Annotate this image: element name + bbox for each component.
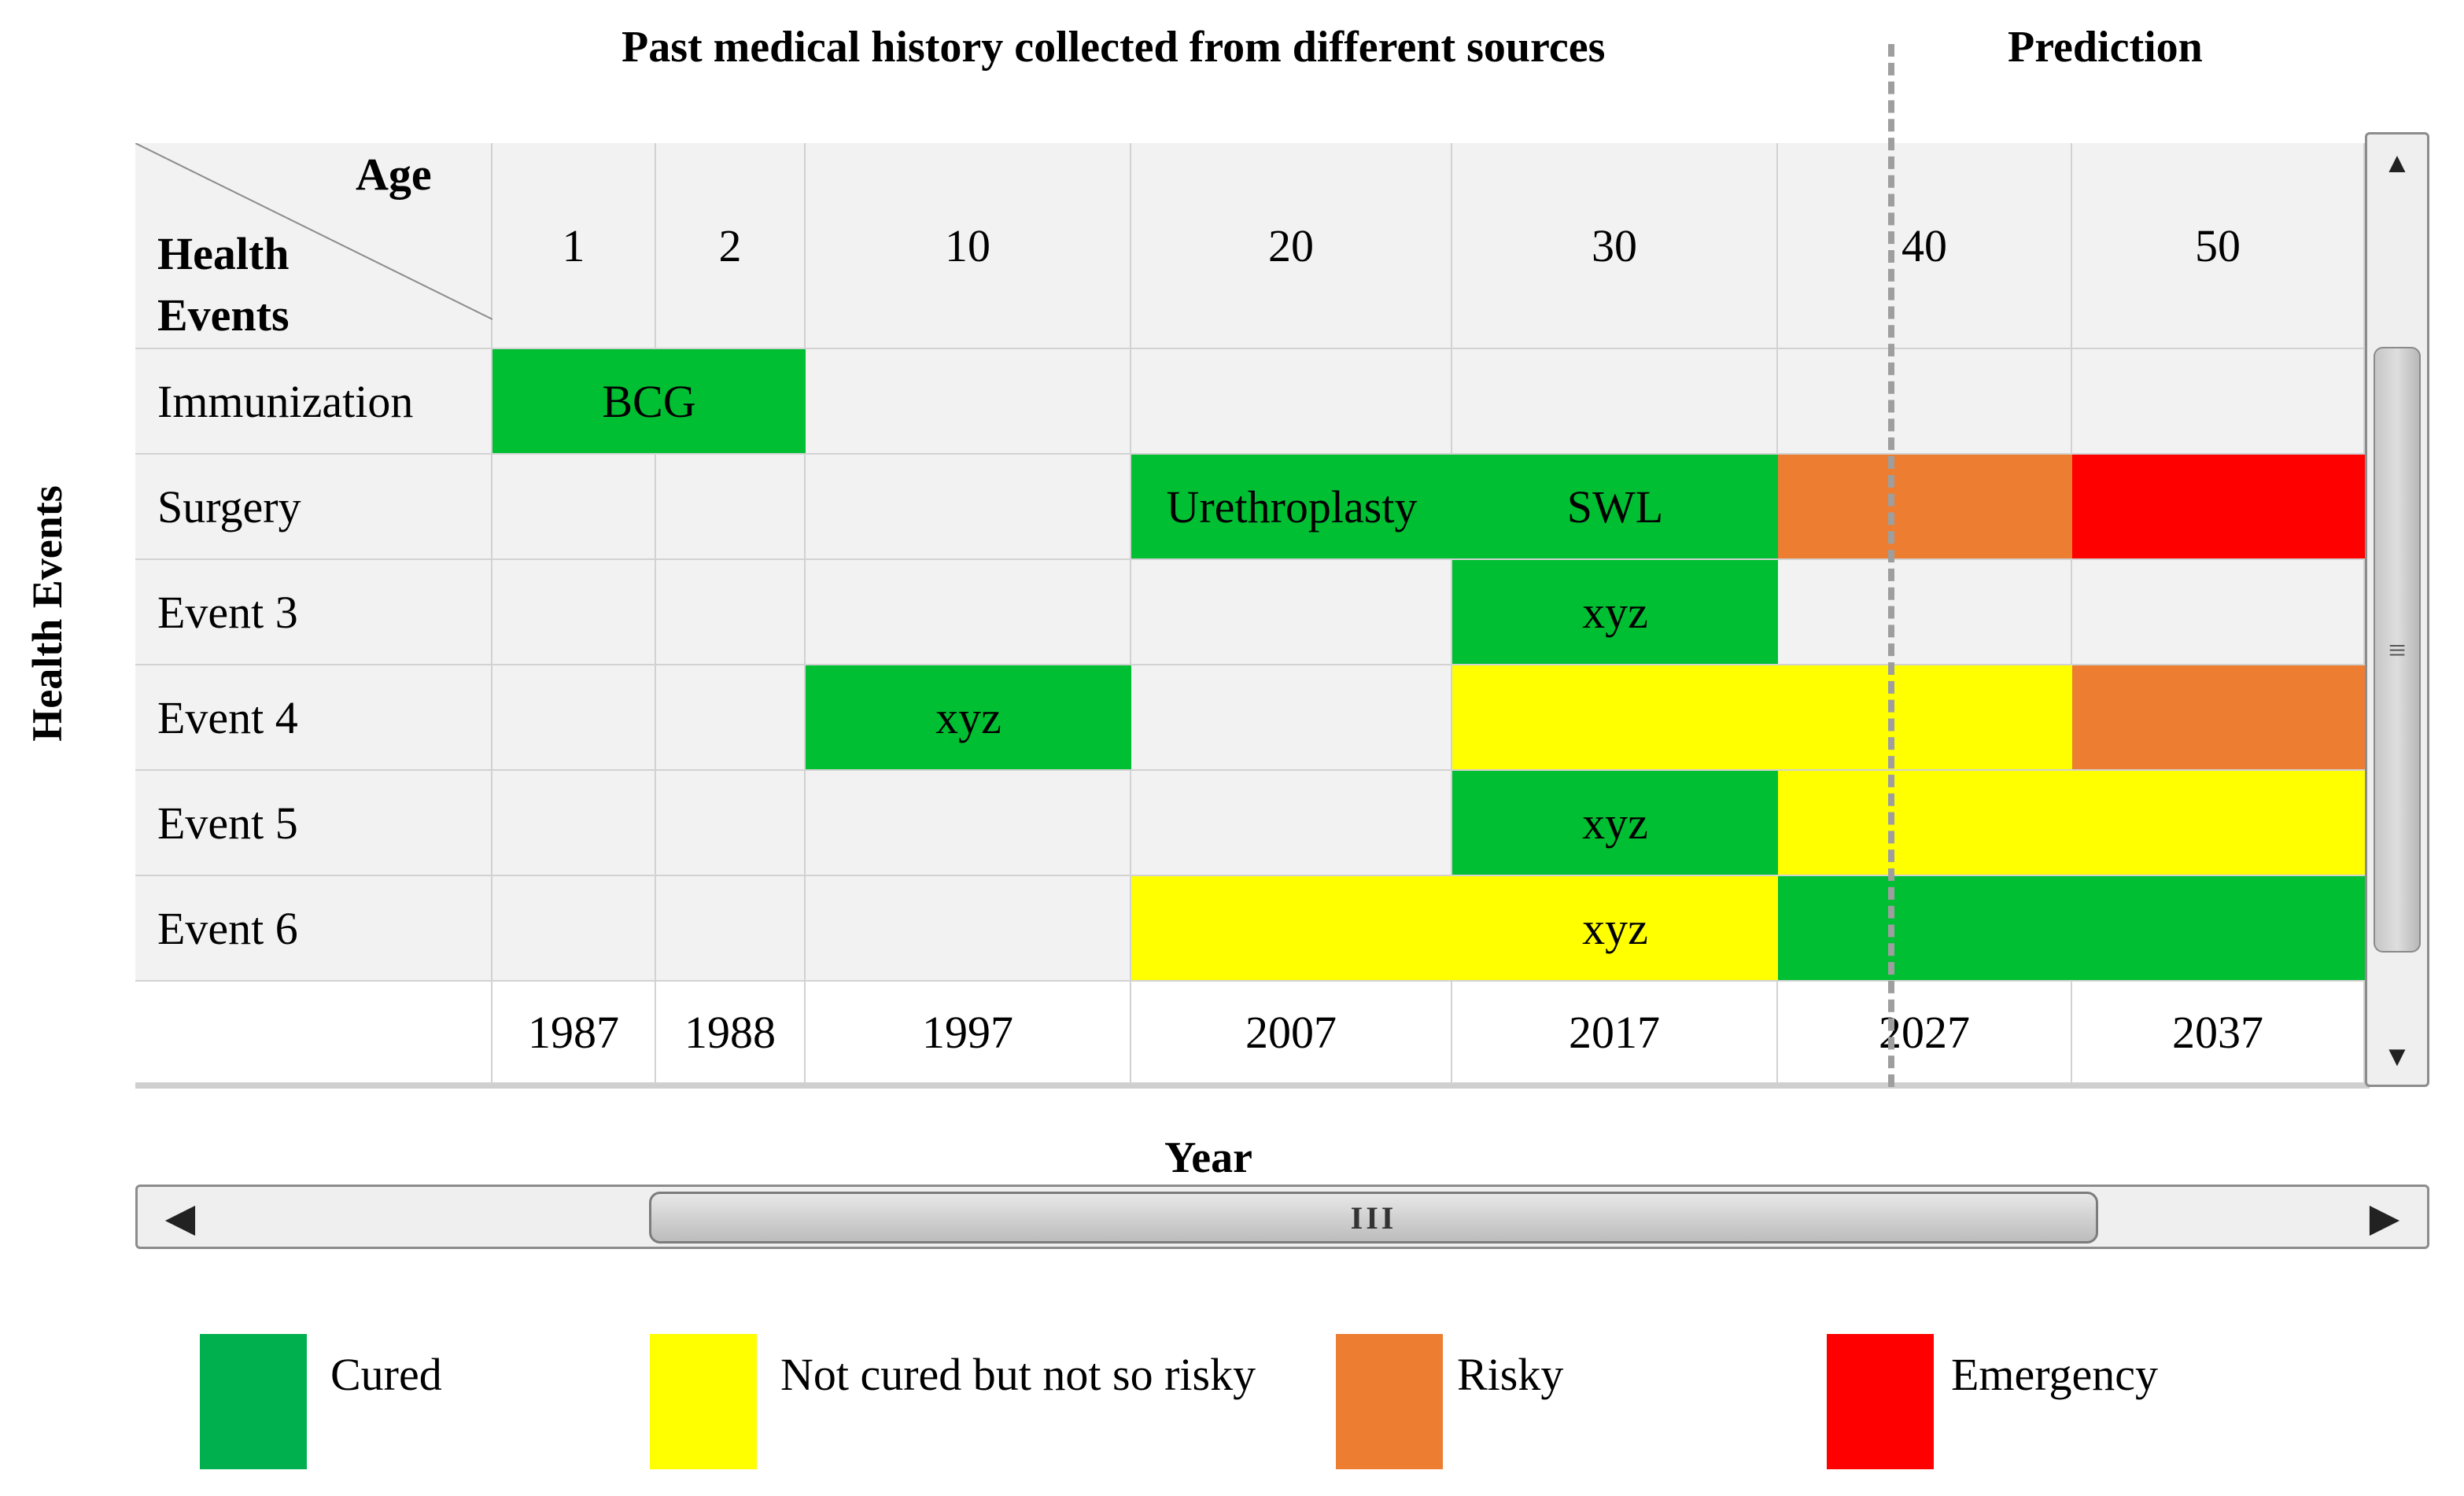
- event-block-cured[interactable]: SWL: [1452, 455, 1778, 558]
- event-block-cured[interactable]: [1778, 876, 2365, 980]
- event-block-cured[interactable]: xyz: [806, 665, 1131, 769]
- event-block-emergency[interactable]: [2072, 455, 2365, 558]
- grid-cell: [492, 455, 656, 560]
- horizontal-scrollbar[interactable]: ◀ III ▶: [135, 1185, 2429, 1249]
- year-cell: 2007: [1131, 982, 1452, 1084]
- scroll-right-arrow-icon[interactable]: ▶: [2369, 1196, 2400, 1240]
- grid-cell: [806, 349, 1131, 455]
- row-label: Event 5: [135, 771, 492, 876]
- legend-swatch-risky: [1336, 1334, 1443, 1469]
- grid-cell: [656, 665, 806, 771]
- grid-cell: [806, 771, 1131, 876]
- grid-cell: [492, 560, 656, 665]
- age-header-cell: 20: [1131, 143, 1452, 349]
- event-block-risky[interactable]: [2072, 665, 2365, 769]
- corner-health-events-label: Health Events: [157, 223, 290, 346]
- legend-label-cured: Cured: [330, 1349, 442, 1400]
- year-cell: 2027: [1778, 982, 2072, 1084]
- scroll-down-arrow-icon[interactable]: ▼: [2383, 1041, 2411, 1072]
- legend-swatch-emergency: [1827, 1334, 1934, 1469]
- row-label: Event 4: [135, 665, 492, 771]
- horizontal-scroll-thumb[interactable]: III: [649, 1192, 2098, 1244]
- event-block-risky[interactable]: [1778, 455, 2072, 558]
- vertical-scroll-thumb[interactable]: ≡: [2374, 347, 2421, 953]
- grid-cell: [1131, 665, 1452, 771]
- prediction-divider-line: [1888, 44, 1894, 1087]
- year-cell: 2037: [2072, 982, 2365, 1084]
- health-events-grid: Age Health Events 1 2 10 20 30 40 50 Immunizatio…: [135, 143, 2370, 1089]
- corner-age-label: Age: [356, 149, 432, 200]
- legend-swatch-not_risky: [650, 1334, 757, 1469]
- grid-cell: [1778, 349, 2072, 455]
- event-block-cured[interactable]: xyz: [1452, 771, 1778, 875]
- grid-cell: [656, 455, 806, 560]
- row-label: Surgery: [135, 455, 492, 560]
- grid-cell: [492, 771, 656, 876]
- year-cell: 1987: [492, 982, 656, 1084]
- event-block-not_risky[interactable]: [1778, 771, 2365, 875]
- header-corner: Age Health Events: [135, 143, 492, 349]
- row-label: Event 6: [135, 876, 492, 982]
- corner-health-events-line: Events: [157, 289, 290, 341]
- grid-cell: [2072, 560, 2365, 665]
- year-cell: 1997: [806, 982, 1131, 1084]
- grid-cell: [1452, 349, 1778, 455]
- y-axis-label: Health Events: [24, 485, 71, 742]
- grid-cell: [1131, 771, 1452, 876]
- prediction-title: Prediction: [2008, 23, 2203, 72]
- event-block-cured[interactable]: Urethroplasty: [1131, 455, 1452, 558]
- scroll-left-arrow-icon[interactable]: ◀: [164, 1196, 196, 1240]
- legend-swatch-cured: [200, 1334, 307, 1469]
- history-title: Past medical history collected from diff…: [622, 23, 1606, 72]
- scroll-up-arrow-icon[interactable]: ▲: [2383, 147, 2411, 179]
- year-row-label-cell: [135, 982, 492, 1084]
- grid-cell: [806, 455, 1131, 560]
- age-header-cell: 1: [492, 143, 656, 349]
- grid-cell: [1778, 560, 2072, 665]
- row-label: Event 3: [135, 560, 492, 665]
- legend-label-emergency: Emergency: [1951, 1349, 2159, 1400]
- legend-label-risky: Risky: [1457, 1349, 1564, 1400]
- event-block-not_risky[interactable]: xyz: [1452, 876, 1778, 980]
- age-header-cell: 10: [806, 143, 1131, 349]
- grid-cell: [656, 560, 806, 665]
- grid-cell: [656, 876, 806, 982]
- row-label: Immunization: [135, 349, 492, 455]
- grid-cell: [806, 876, 1131, 982]
- corner-diagonal-line: [135, 143, 492, 320]
- age-header-cell: 40: [1778, 143, 2072, 349]
- grid-cell: [806, 560, 1131, 665]
- event-block-cured[interactable]: xyz: [1452, 560, 1778, 664]
- legend-label-not_risky: Not cured but not so risky: [780, 1349, 1256, 1400]
- grid-cell: [656, 771, 806, 876]
- vertical-scrollbar[interactable]: ▲ ≡ ▼: [2365, 132, 2429, 1087]
- grid-cell: [2072, 349, 2365, 455]
- event-block-cured[interactable]: BCG: [492, 349, 806, 453]
- grid-cell: [1131, 560, 1452, 665]
- grid-cell: [1131, 349, 1452, 455]
- age-header-cell: 2: [656, 143, 806, 349]
- grid-cell: [492, 665, 656, 771]
- grid-cell: [492, 876, 656, 982]
- year-cell: 1988: [656, 982, 806, 1084]
- corner-health-events-line: Health: [157, 228, 290, 279]
- age-header-cell: 30: [1452, 143, 1778, 349]
- x-axis-label: Year: [1164, 1133, 1252, 1182]
- age-header-cell: 50: [2072, 143, 2365, 349]
- event-block-not_risky[interactable]: [1452, 665, 2072, 769]
- year-cell: 2017: [1452, 982, 1778, 1084]
- event-block-not_risky[interactable]: [1131, 876, 1452, 980]
